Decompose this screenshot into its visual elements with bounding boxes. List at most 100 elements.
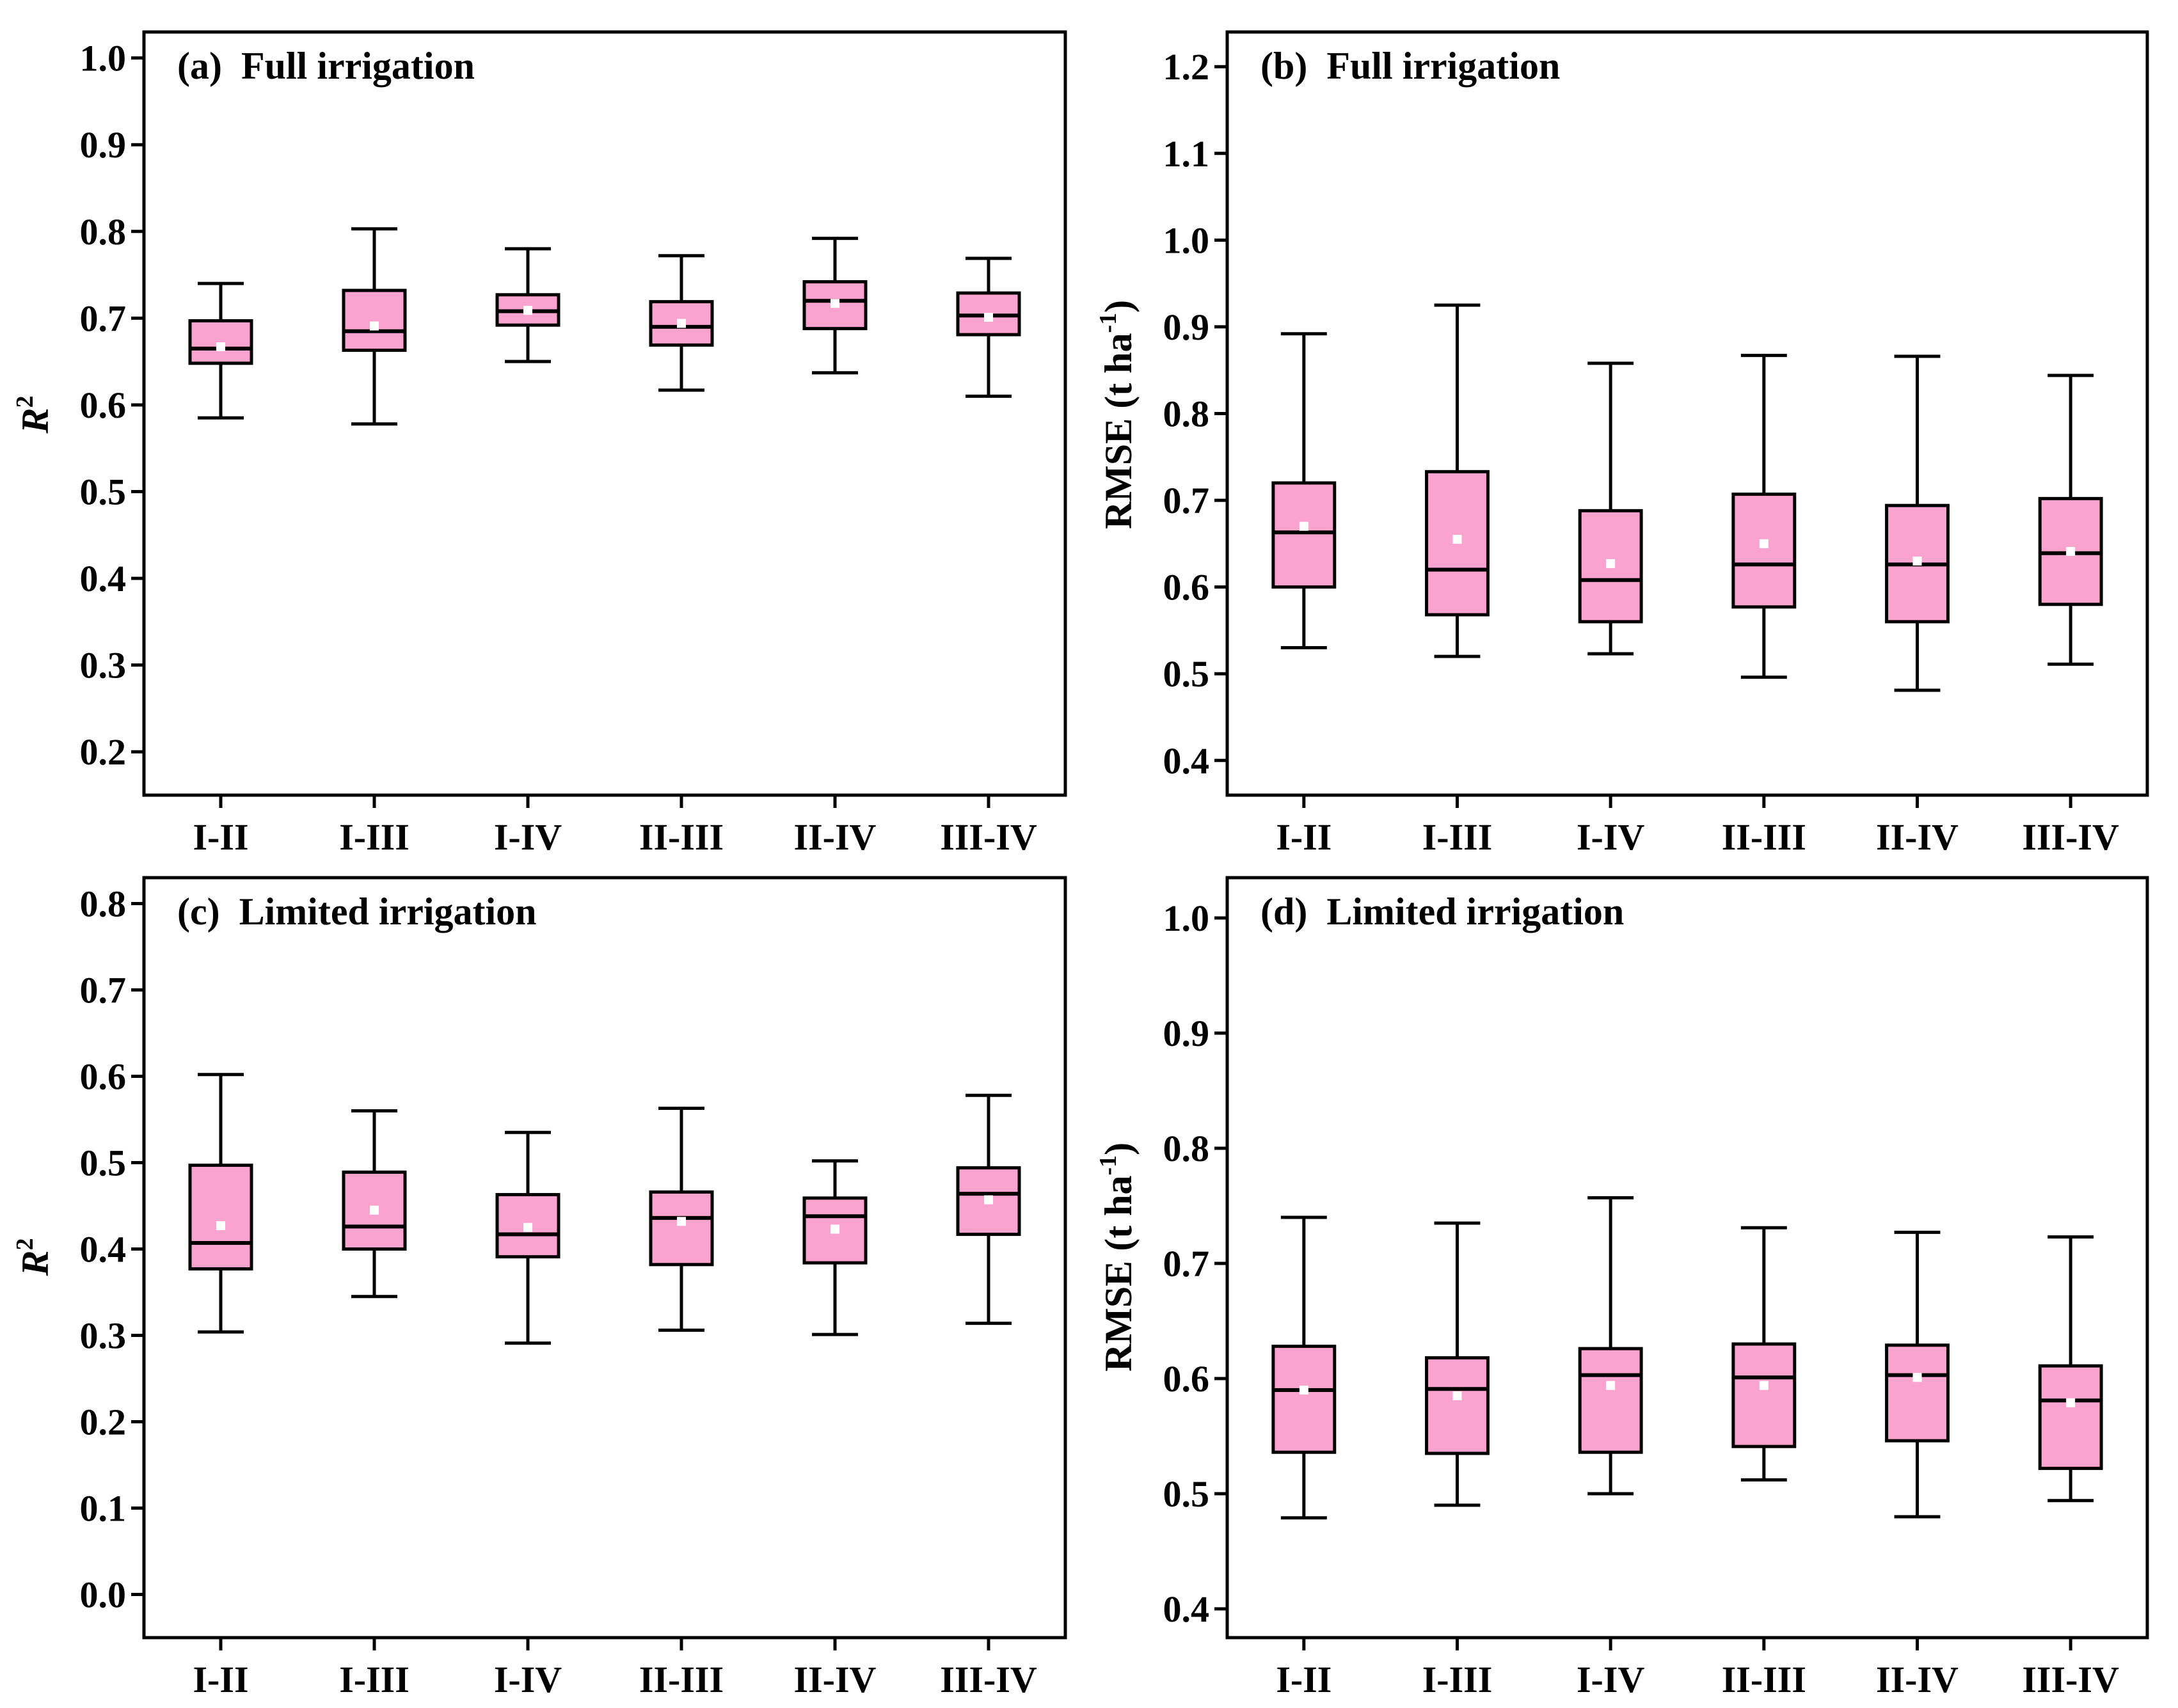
y-axis-label-main: RMSE (t ha	[1097, 1175, 1140, 1372]
mean-marker	[2066, 547, 2076, 557]
y-tick-label: 1.1	[1163, 133, 1210, 175]
y-tick-label: 0.9	[1163, 306, 1210, 348]
y-tick-label: 1.2	[1163, 46, 1210, 88]
x-tick-label: II-IV	[794, 816, 877, 858]
box-III-IV: III-IV	[940, 1093, 1037, 1700]
y-axis-label: R2	[12, 395, 56, 434]
x-tick-label: II-III	[1722, 816, 1806, 858]
y-axis-label: R2	[12, 1238, 56, 1276]
panel-title: (d) Limited irrigation	[1260, 890, 1624, 933]
box-I-II: I-II	[188, 281, 253, 858]
mean-marker	[523, 306, 532, 315]
y-axis-label-main: RMSE (t ha	[1097, 333, 1140, 529]
y-tick-label: 0.4	[80, 1229, 127, 1270]
mean-marker	[1912, 556, 1922, 565]
y-tick-label: 0.8	[80, 883, 127, 925]
panel-c: (c) Limited irrigation 0.0 0.1 0.2 0.3 0.4 0.5…	[12, 876, 1067, 1700]
x-tick-label: I-IV	[1577, 816, 1644, 858]
iqr-box	[1271, 1345, 1337, 1454]
box-I-III: I-III	[1422, 303, 1492, 858]
x-tick-label: II-III	[639, 816, 724, 858]
mean-marker	[1299, 521, 1308, 531]
box-I-IV: I-IV	[1577, 1196, 1644, 1700]
box-I-III: I-III	[339, 227, 409, 858]
x-tick-label: III-IV	[940, 1659, 1037, 1700]
mean-marker	[1452, 1391, 1462, 1400]
mean-marker	[1606, 1380, 1616, 1390]
y-tick-label: 0.6	[1163, 1358, 1210, 1400]
y-tick-label: 0.7	[1163, 1243, 1210, 1285]
box-I-II: I-II	[1271, 332, 1337, 858]
mean-marker	[831, 299, 839, 308]
y-axis-label-main: R	[14, 407, 56, 434]
y-tick-label: 0.4	[1163, 740, 1210, 782]
x-tick-label: I-IV	[494, 1659, 562, 1700]
mean-marker	[831, 1224, 839, 1234]
mean-marker	[677, 1217, 686, 1226]
y-tick-label: 0.6	[1163, 567, 1210, 608]
box-III-IV: III-IV	[2022, 374, 2119, 858]
x-tick-label: III-IV	[940, 816, 1037, 858]
iqr-box	[1731, 493, 1797, 609]
x-tick-label: I-III	[339, 1659, 409, 1700]
iqr-box	[188, 1164, 253, 1271]
box-II-III: II-III	[639, 254, 724, 858]
y-tick-label: 1.0	[1163, 897, 1210, 939]
y-axis-label: RMSE (t ha-1)	[1095, 1143, 1140, 1372]
plot-frame	[1225, 30, 2149, 797]
box-III-IV: III-IV	[940, 257, 1037, 858]
panel-b: (b) Full irrigation 0.4 0.5 0.6 0.7 0.8 0.9 1.0…	[1095, 30, 2149, 858]
y-axis-label: RMSE (t ha-1)	[1095, 300, 1140, 529]
mean-marker	[984, 313, 993, 322]
x-tick-label: I-II	[193, 1659, 248, 1700]
box-II-IV: II-IV	[1876, 1230, 1959, 1700]
y-tick-label: 0.7	[1163, 480, 1210, 521]
y-tick-label: 1.0	[1163, 219, 1210, 261]
x-tick-label: II-IV	[794, 1659, 877, 1700]
box-II-III: II-III	[1722, 1226, 1806, 1700]
x-tick-label: II-III	[639, 1659, 724, 1700]
mean-marker	[1759, 1380, 1769, 1390]
y-tick-label: 0.8	[80, 211, 127, 253]
y-axis-label-end: )	[1097, 1143, 1140, 1155]
x-tick-label: I-III	[339, 816, 409, 858]
box-III-IV: III-IV	[2022, 1235, 2119, 1700]
box-II-IV: II-IV	[794, 1159, 877, 1700]
y-tick-label: 1.0	[80, 38, 127, 79]
panel-title: (c) Limited irrigation	[177, 890, 537, 933]
y-tick-label: 0.9	[80, 124, 127, 166]
y-tick-label: 0.4	[1163, 1588, 1210, 1630]
mean-marker	[216, 342, 225, 352]
x-tick-label: I-II	[193, 816, 248, 858]
y-axis-label-sup: 2	[12, 395, 38, 407]
mean-marker	[1452, 535, 1462, 544]
y-tick-label: 0.4	[80, 558, 127, 599]
x-tick-label: III-IV	[2022, 816, 2119, 858]
plot-frame	[142, 30, 1067, 797]
iqr-box	[1731, 1342, 1797, 1448]
mean-marker	[370, 321, 379, 331]
box-I-IV: I-IV	[494, 247, 562, 858]
box-I-II: I-II	[1271, 1215, 1337, 1700]
x-tick-label: III-IV	[2022, 1659, 2119, 1700]
y-tick-label: 0.5	[1163, 653, 1210, 695]
y-tick-label: 0.2	[80, 1402, 127, 1443]
y-tick-label: 0.6	[80, 384, 127, 426]
box-II-III: II-III	[639, 1106, 724, 1700]
y-tick-label: 0.7	[80, 970, 127, 1011]
y-tick-label: 0.2	[80, 731, 127, 773]
y-axis-label-main: R	[14, 1250, 56, 1276]
box-I-IV: I-IV	[1577, 361, 1644, 858]
y-tick-label: 0.1	[80, 1488, 127, 1530]
iqr-box	[1425, 1356, 1490, 1455]
mean-marker	[1606, 559, 1616, 569]
y-axis-label-sup: 2	[12, 1238, 38, 1250]
x-tick-label: I-II	[1276, 816, 1331, 858]
x-tick-label: I-IV	[494, 816, 562, 858]
y-axis-label-end: )	[1097, 300, 1140, 313]
mean-marker	[216, 1221, 225, 1231]
y-tick-label: 0.0	[80, 1574, 127, 1616]
x-tick-label: I-III	[1422, 1659, 1493, 1700]
y-tick-label: 0.5	[80, 1143, 127, 1184]
